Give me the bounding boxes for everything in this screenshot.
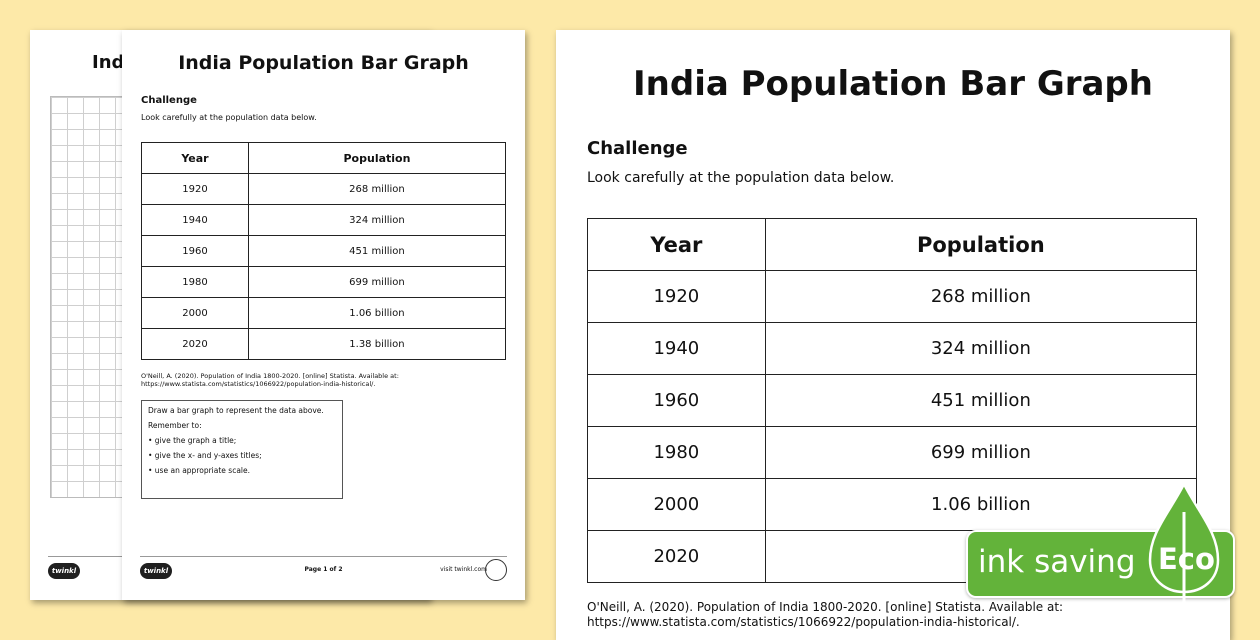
population-cell: 1.06 billion bbox=[764, 478, 1198, 531]
task-bullet: • give the x- and y-axes titles; bbox=[148, 451, 262, 460]
page-title: India Population Bar Graph bbox=[178, 52, 469, 74]
year-cell: 1960 bbox=[587, 374, 766, 427]
year-cell: 2020 bbox=[141, 328, 249, 360]
population-cell: 699 million bbox=[764, 426, 1198, 479]
source-line: O'Neill, A. (2020). Population of India … bbox=[587, 600, 1064, 614]
middle-worksheet-page: India Population Bar Graph Challenge Loo… bbox=[122, 30, 525, 600]
page-number: Page 1 of 2 bbox=[304, 566, 343, 573]
population-cell: 451 million bbox=[247, 235, 507, 267]
table-row: 2000 1.06 billion bbox=[587, 478, 1198, 531]
year-cell: 2000 bbox=[141, 297, 249, 329]
population-header: Population bbox=[247, 142, 507, 174]
source-url: https://www.statista.com/statistics/1066… bbox=[141, 380, 376, 388]
twinkl-logo: twinkl bbox=[140, 563, 172, 579]
population-header: Population bbox=[764, 218, 1198, 271]
task-bullet: • use an appropriate scale. bbox=[148, 466, 250, 475]
year-cell: 1920 bbox=[141, 173, 249, 205]
table-header-row: Year Population bbox=[587, 218, 1198, 271]
table-row: 1920 268 million bbox=[141, 173, 507, 205]
population-table: Year Population 1920 268 million 1940 324 … bbox=[141, 142, 507, 360]
year-cell: 1940 bbox=[141, 204, 249, 236]
population-cell: 451 million bbox=[764, 374, 1198, 427]
eco-label: Eco bbox=[1158, 542, 1215, 576]
table-row: 2020 1.38 billion bbox=[141, 328, 507, 360]
population-cell: 699 million bbox=[247, 266, 507, 298]
year-cell: 1940 bbox=[587, 322, 766, 375]
population-cell: 1.06 billion bbox=[247, 297, 507, 329]
table-row: 1980 699 million bbox=[141, 266, 507, 298]
graph-paper-grid bbox=[50, 96, 132, 498]
leaf-icon bbox=[1148, 482, 1220, 612]
ink-saving-text: ink saving bbox=[978, 544, 1136, 580]
twinkl-logo: twinkl bbox=[48, 563, 80, 579]
task-bullet: • give the graph a title; bbox=[148, 436, 237, 445]
footer-url: visit twinkl.com bbox=[440, 566, 487, 573]
population-cell: 268 million bbox=[764, 270, 1198, 323]
table-row: 2000 1.06 billion bbox=[141, 297, 507, 329]
task-line: Draw a bar graph to represent the data a… bbox=[148, 406, 324, 415]
year-cell: 1920 bbox=[587, 270, 766, 323]
source-url: https://www.statista.com/statistics/1066… bbox=[587, 615, 1020, 629]
year-cell: 2020 bbox=[587, 530, 766, 583]
task-instructions-box: Draw a bar graph to represent the data a… bbox=[141, 400, 343, 499]
table-row: 1920 268 million bbox=[587, 270, 1198, 323]
task-line: Remember to: bbox=[148, 421, 202, 430]
source-line: O'Neill, A. (2020). Population of India … bbox=[141, 372, 399, 380]
source-citation: O'Neill, A. (2020). Population of India … bbox=[141, 372, 501, 388]
year-cell: 1980 bbox=[141, 266, 249, 298]
back-page-title: Ind bbox=[92, 52, 125, 73]
intro-text: Look carefully at the population data be… bbox=[141, 113, 317, 122]
year-cell: 1960 bbox=[141, 235, 249, 267]
year-cell: 2000 bbox=[587, 478, 766, 531]
intro-text: Look carefully at the population data be… bbox=[587, 170, 895, 186]
population-cell: 324 million bbox=[247, 204, 507, 236]
footer-divider bbox=[140, 556, 507, 557]
year-cell: 1980 bbox=[587, 426, 766, 479]
table-row: 1960 451 million bbox=[141, 235, 507, 267]
badge-icon bbox=[485, 559, 507, 581]
table-header-row: Year Population bbox=[141, 142, 507, 174]
table-row: 1940 324 million bbox=[587, 322, 1198, 375]
population-cell: 324 million bbox=[764, 322, 1198, 375]
table-row: 1940 324 million bbox=[141, 204, 507, 236]
table-row: 1980 699 million bbox=[587, 426, 1198, 479]
challenge-heading: Challenge bbox=[587, 138, 688, 159]
challenge-heading: Challenge bbox=[141, 95, 197, 106]
population-cell: 268 million bbox=[247, 173, 507, 205]
year-header: Year bbox=[587, 218, 766, 271]
table-row: 1960 451 million bbox=[587, 374, 1198, 427]
source-citation: O'Neill, A. (2020). Population of India … bbox=[587, 600, 1227, 630]
population-table: Year Population 1920 268 million 1940 324 … bbox=[587, 218, 1198, 583]
page-title: India Population Bar Graph bbox=[633, 64, 1153, 104]
year-header: Year bbox=[141, 142, 249, 174]
population-cell: 1.38 billion bbox=[247, 328, 507, 360]
